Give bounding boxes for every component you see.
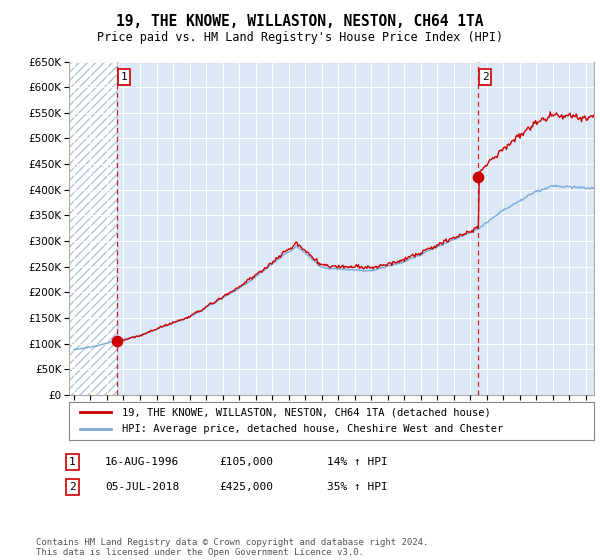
Text: 1: 1 xyxy=(69,457,76,467)
Text: Price paid vs. HM Land Registry's House Price Index (HPI): Price paid vs. HM Land Registry's House … xyxy=(97,31,503,44)
Text: 1: 1 xyxy=(121,72,127,82)
Text: 14% ↑ HPI: 14% ↑ HPI xyxy=(327,457,388,467)
Text: £105,000: £105,000 xyxy=(219,457,273,467)
Text: Contains HM Land Registry data © Crown copyright and database right 2024.
This d: Contains HM Land Registry data © Crown c… xyxy=(36,538,428,557)
Text: 19, THE KNOWE, WILLASTON, NESTON, CH64 1TA (detached house): 19, THE KNOWE, WILLASTON, NESTON, CH64 1… xyxy=(121,407,490,417)
Point xyxy=(112,337,122,346)
Text: 35% ↑ HPI: 35% ↑ HPI xyxy=(327,482,388,492)
Text: 2: 2 xyxy=(69,482,76,492)
Text: 05-JUL-2018: 05-JUL-2018 xyxy=(105,482,179,492)
Polygon shape xyxy=(69,62,117,395)
Text: 2: 2 xyxy=(482,72,488,82)
Point xyxy=(473,172,483,181)
Text: 19, THE KNOWE, WILLASTON, NESTON, CH64 1TA: 19, THE KNOWE, WILLASTON, NESTON, CH64 1… xyxy=(116,14,484,29)
Text: 16-AUG-1996: 16-AUG-1996 xyxy=(105,457,179,467)
Text: £425,000: £425,000 xyxy=(219,482,273,492)
Text: HPI: Average price, detached house, Cheshire West and Chester: HPI: Average price, detached house, Ches… xyxy=(121,424,503,434)
